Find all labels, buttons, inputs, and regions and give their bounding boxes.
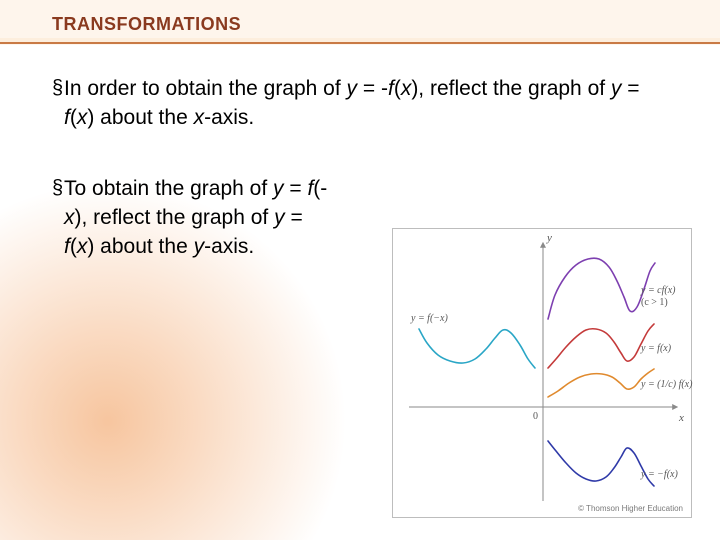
bullet-marker: § bbox=[52, 74, 64, 102]
title-underline bbox=[0, 42, 720, 44]
bullet-marker: § bbox=[52, 174, 64, 202]
svg-text:y: y bbox=[546, 232, 552, 244]
svg-text:(c > 1): (c > 1) bbox=[641, 297, 668, 308]
bullet-1: § In order to obtain the graph of y = -f… bbox=[52, 74, 668, 132]
chart-credit: © Thomson Higher Education bbox=[578, 504, 683, 513]
svg-text:y = −f(x): y = −f(x) bbox=[640, 469, 678, 480]
svg-text:y = f(−x): y = f(−x) bbox=[410, 313, 448, 324]
svg-text:y = (1/c) f(x): y = (1/c) f(x) bbox=[640, 379, 693, 390]
svg-text:y = cf(x): y = cf(x) bbox=[640, 285, 676, 296]
chart-svg: y x 0 y = cf(x)(c > 1) y = f(−x) y = f(x) y = … bbox=[393, 229, 693, 519]
svg-text:y = f(x): y = f(x) bbox=[640, 343, 672, 354]
slide: TRANSFORMATIONS § In order to obtain the… bbox=[0, 0, 720, 540]
page-title: TRANSFORMATIONS bbox=[52, 14, 241, 35]
svg-text:x: x bbox=[678, 412, 684, 424]
bullet-2-text: To obtain the graph of y = f(-x), reflec… bbox=[64, 174, 334, 261]
transformations-chart: y x 0 y = cf(x)(c > 1) y = f(−x) y = f(x) y = … bbox=[392, 228, 692, 518]
bullet-1-text: In order to obtain the graph of y = -f(x… bbox=[64, 74, 668, 132]
svg-text:0: 0 bbox=[533, 411, 538, 422]
